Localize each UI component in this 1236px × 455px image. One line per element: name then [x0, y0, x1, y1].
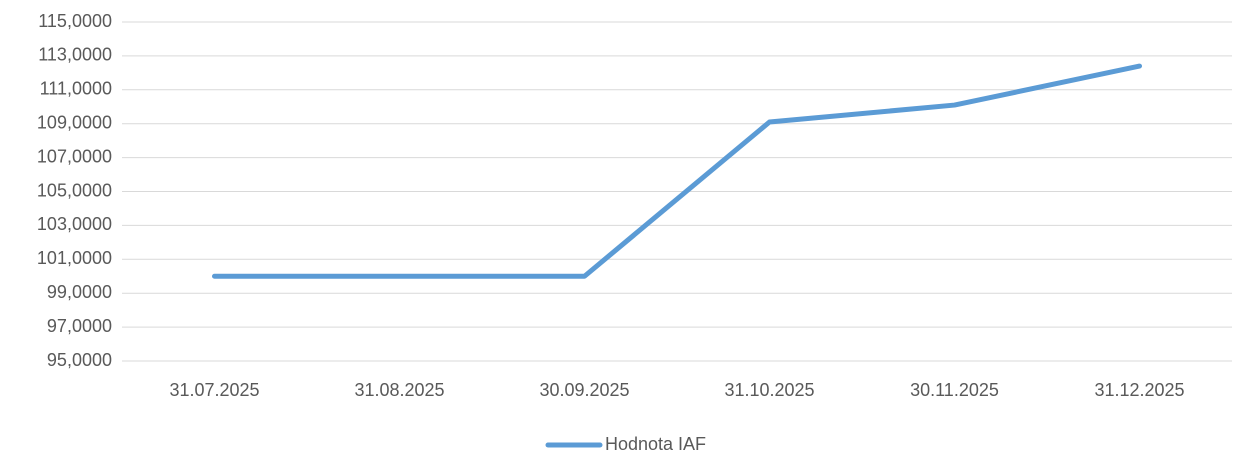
x-tick-label: 30.09.2025	[539, 380, 629, 400]
y-tick-label: 101,0000	[37, 248, 112, 268]
y-tick-label: 103,0000	[37, 214, 112, 234]
legend-label: Hodnota IAF	[605, 434, 706, 454]
y-tick-label: 97,0000	[47, 316, 112, 336]
data-line	[212, 63, 1142, 279]
y-tick-label: 113,0000	[38, 45, 112, 65]
y-tick-label: 111,0000	[40, 79, 112, 99]
x-tick-label: 31.10.2025	[724, 380, 814, 400]
x-tick-label: 31.07.2025	[169, 380, 259, 400]
y-tick-label: 99,0000	[47, 282, 112, 302]
y-tick-label: 109,0000	[37, 112, 112, 132]
x-tick-label: 31.08.2025	[354, 380, 444, 400]
x-tick-label: 30.11.2025	[910, 380, 999, 400]
y-tick-label: 115,0000	[38, 11, 112, 31]
y-tick-label: 105,0000	[37, 180, 112, 200]
y-tick-label: 95,0000	[47, 350, 112, 370]
y-tick-label: 107,0000	[37, 146, 112, 166]
x-tick-label: 31.12.2025	[1094, 380, 1184, 400]
